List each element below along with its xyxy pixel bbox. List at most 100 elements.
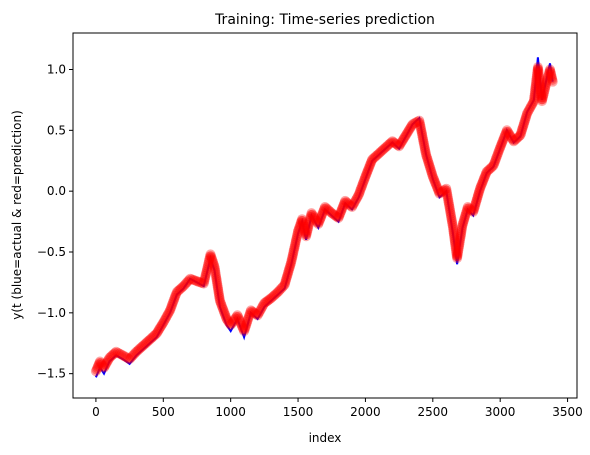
prediction-point — [404, 123, 415, 134]
prediction-point — [241, 318, 252, 329]
prediction-point — [445, 209, 456, 219]
x-tick-label: 0 — [92, 405, 100, 419]
prediction-point — [99, 361, 110, 371]
prediction-point — [336, 204, 347, 215]
prediction-point — [166, 301, 177, 312]
prediction-point — [229, 315, 239, 326]
prediction-point — [285, 260, 296, 271]
prediction-point — [443, 197, 454, 208]
prediction-point — [321, 203, 332, 214]
x-tick-label: 1000 — [215, 405, 246, 419]
prediction-point — [337, 202, 348, 213]
prediction-point — [351, 193, 362, 204]
prediction-point — [207, 256, 218, 267]
prediction-point — [92, 363, 103, 373]
prediction-point — [530, 81, 541, 91]
prediction-point — [431, 181, 442, 192]
prediction-point — [128, 349, 139, 360]
prediction-point — [300, 227, 311, 238]
prediction-point — [195, 277, 206, 288]
prediction-point — [483, 165, 494, 176]
prediction-point — [300, 229, 311, 240]
prediction-point — [525, 103, 535, 114]
prediction-point — [212, 278, 223, 289]
prediction-point — [251, 309, 262, 320]
prediction-point — [362, 166, 373, 177]
prediction-point — [388, 137, 399, 148]
prediction-point — [415, 123, 426, 134]
prediction-point — [290, 237, 301, 248]
prediction-point — [452, 249, 463, 260]
prediction-point — [158, 317, 169, 328]
prediction-point — [459, 214, 470, 225]
prediction-point — [453, 245, 464, 256]
prediction-point — [280, 276, 291, 287]
prediction-point — [211, 276, 222, 287]
prediction-point — [209, 263, 220, 274]
y-axis-title: y(t (blue=actual & red=prediction) — [10, 110, 24, 320]
prediction-point — [452, 251, 463, 262]
prediction-point — [139, 339, 150, 350]
prediction-point — [318, 207, 328, 218]
prediction-point — [364, 161, 375, 172]
prediction-point — [454, 235, 465, 246]
prediction-point — [400, 130, 411, 141]
prediction-point — [311, 215, 322, 226]
prediction-point — [320, 202, 330, 212]
prediction-point — [442, 189, 453, 200]
prediction-point — [217, 303, 228, 313]
prediction-point — [536, 92, 547, 103]
prediction-point — [216, 299, 227, 310]
prediction-point — [304, 217, 315, 228]
prediction-point — [322, 204, 333, 215]
prediction-point — [423, 157, 434, 167]
prediction-point — [418, 136, 429, 147]
prediction-point — [95, 356, 105, 367]
prediction-point — [313, 219, 324, 229]
prediction-point — [423, 158, 434, 169]
prediction-point — [249, 308, 260, 319]
series-layer — [90, 57, 558, 378]
y-tick-label: −1.0 — [37, 306, 66, 320]
prediction-point — [498, 133, 509, 144]
prediction-point — [131, 346, 142, 357]
prediction-point — [209, 261, 220, 272]
prediction-point — [499, 130, 510, 141]
prediction-point — [286, 254, 297, 265]
prediction-point — [456, 228, 467, 238]
prediction-point — [538, 90, 549, 101]
prediction-point — [447, 216, 457, 227]
prediction-point — [529, 94, 540, 105]
prediction-point — [215, 297, 226, 308]
prediction-point — [529, 88, 540, 99]
prediction-point — [183, 275, 194, 286]
prediction-point — [372, 149, 383, 160]
prediction-point — [211, 274, 222, 285]
prediction-point — [282, 271, 293, 281]
prediction-point — [101, 357, 112, 368]
prediction-point — [414, 117, 425, 128]
prediction-point — [354, 188, 365, 198]
prediction-point — [480, 170, 491, 181]
prediction-point — [443, 195, 454, 206]
prediction-point — [507, 134, 518, 145]
prediction-point — [430, 178, 441, 189]
y-tick-label: −0.5 — [37, 245, 66, 259]
prediction-point — [531, 71, 542, 82]
prediction-point — [532, 64, 543, 74]
prediction-point — [207, 254, 218, 265]
prediction-point — [200, 272, 211, 283]
prediction-point — [332, 212, 343, 222]
prediction-point — [441, 185, 452, 196]
prediction-point — [450, 241, 461, 252]
prediction-point — [447, 218, 458, 229]
prediction-point — [383, 139, 394, 150]
prediction-point — [443, 193, 453, 204]
prediction-point — [233, 312, 244, 322]
prediction-point — [357, 178, 368, 189]
prediction-point — [544, 66, 555, 77]
prediction-point — [541, 77, 552, 88]
prediction-point — [420, 145, 431, 156]
prediction-point — [255, 305, 266, 316]
prediction-point — [132, 345, 143, 356]
